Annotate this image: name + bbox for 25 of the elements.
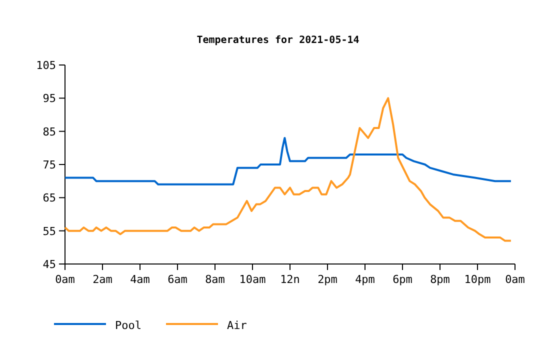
x-tick-label: 0am — [55, 273, 76, 286]
y-tick-label: 45 — [42, 258, 56, 271]
y-tick-label: 65 — [42, 192, 56, 205]
x-tick-label: 6pm — [392, 273, 413, 286]
legend-label: Pool — [115, 319, 142, 332]
legend-label: Air — [227, 319, 248, 332]
x-tick-label: 8am — [205, 273, 226, 286]
x-tick-label: 8pm — [430, 273, 450, 286]
x-tick-label: 10pm — [464, 273, 492, 286]
x-tick-label: 2pm — [318, 273, 338, 286]
y-tick-label: 105 — [36, 59, 56, 72]
x-tick-label: 4am — [130, 273, 150, 286]
line-series — [64, 136, 512, 186]
y-tick-label: 75 — [42, 158, 56, 172]
y-tick-label: 95 — [42, 92, 56, 106]
chart-title: Temperatures for 2021-05-14 — [196, 35, 360, 46]
x-tick-label: 4pm — [355, 273, 376, 286]
x-tick-label: 10am — [239, 273, 266, 286]
y-tick-label: 55 — [42, 224, 56, 238]
x-tick-label: 6am — [168, 273, 188, 286]
y-tick-label: 85 — [42, 125, 56, 138]
x-tick-label: 0am — [505, 273, 526, 286]
x-tick-label: 12n — [280, 273, 300, 286]
line-series — [64, 97, 512, 242]
x-tick-label: 2am — [92, 273, 113, 286]
